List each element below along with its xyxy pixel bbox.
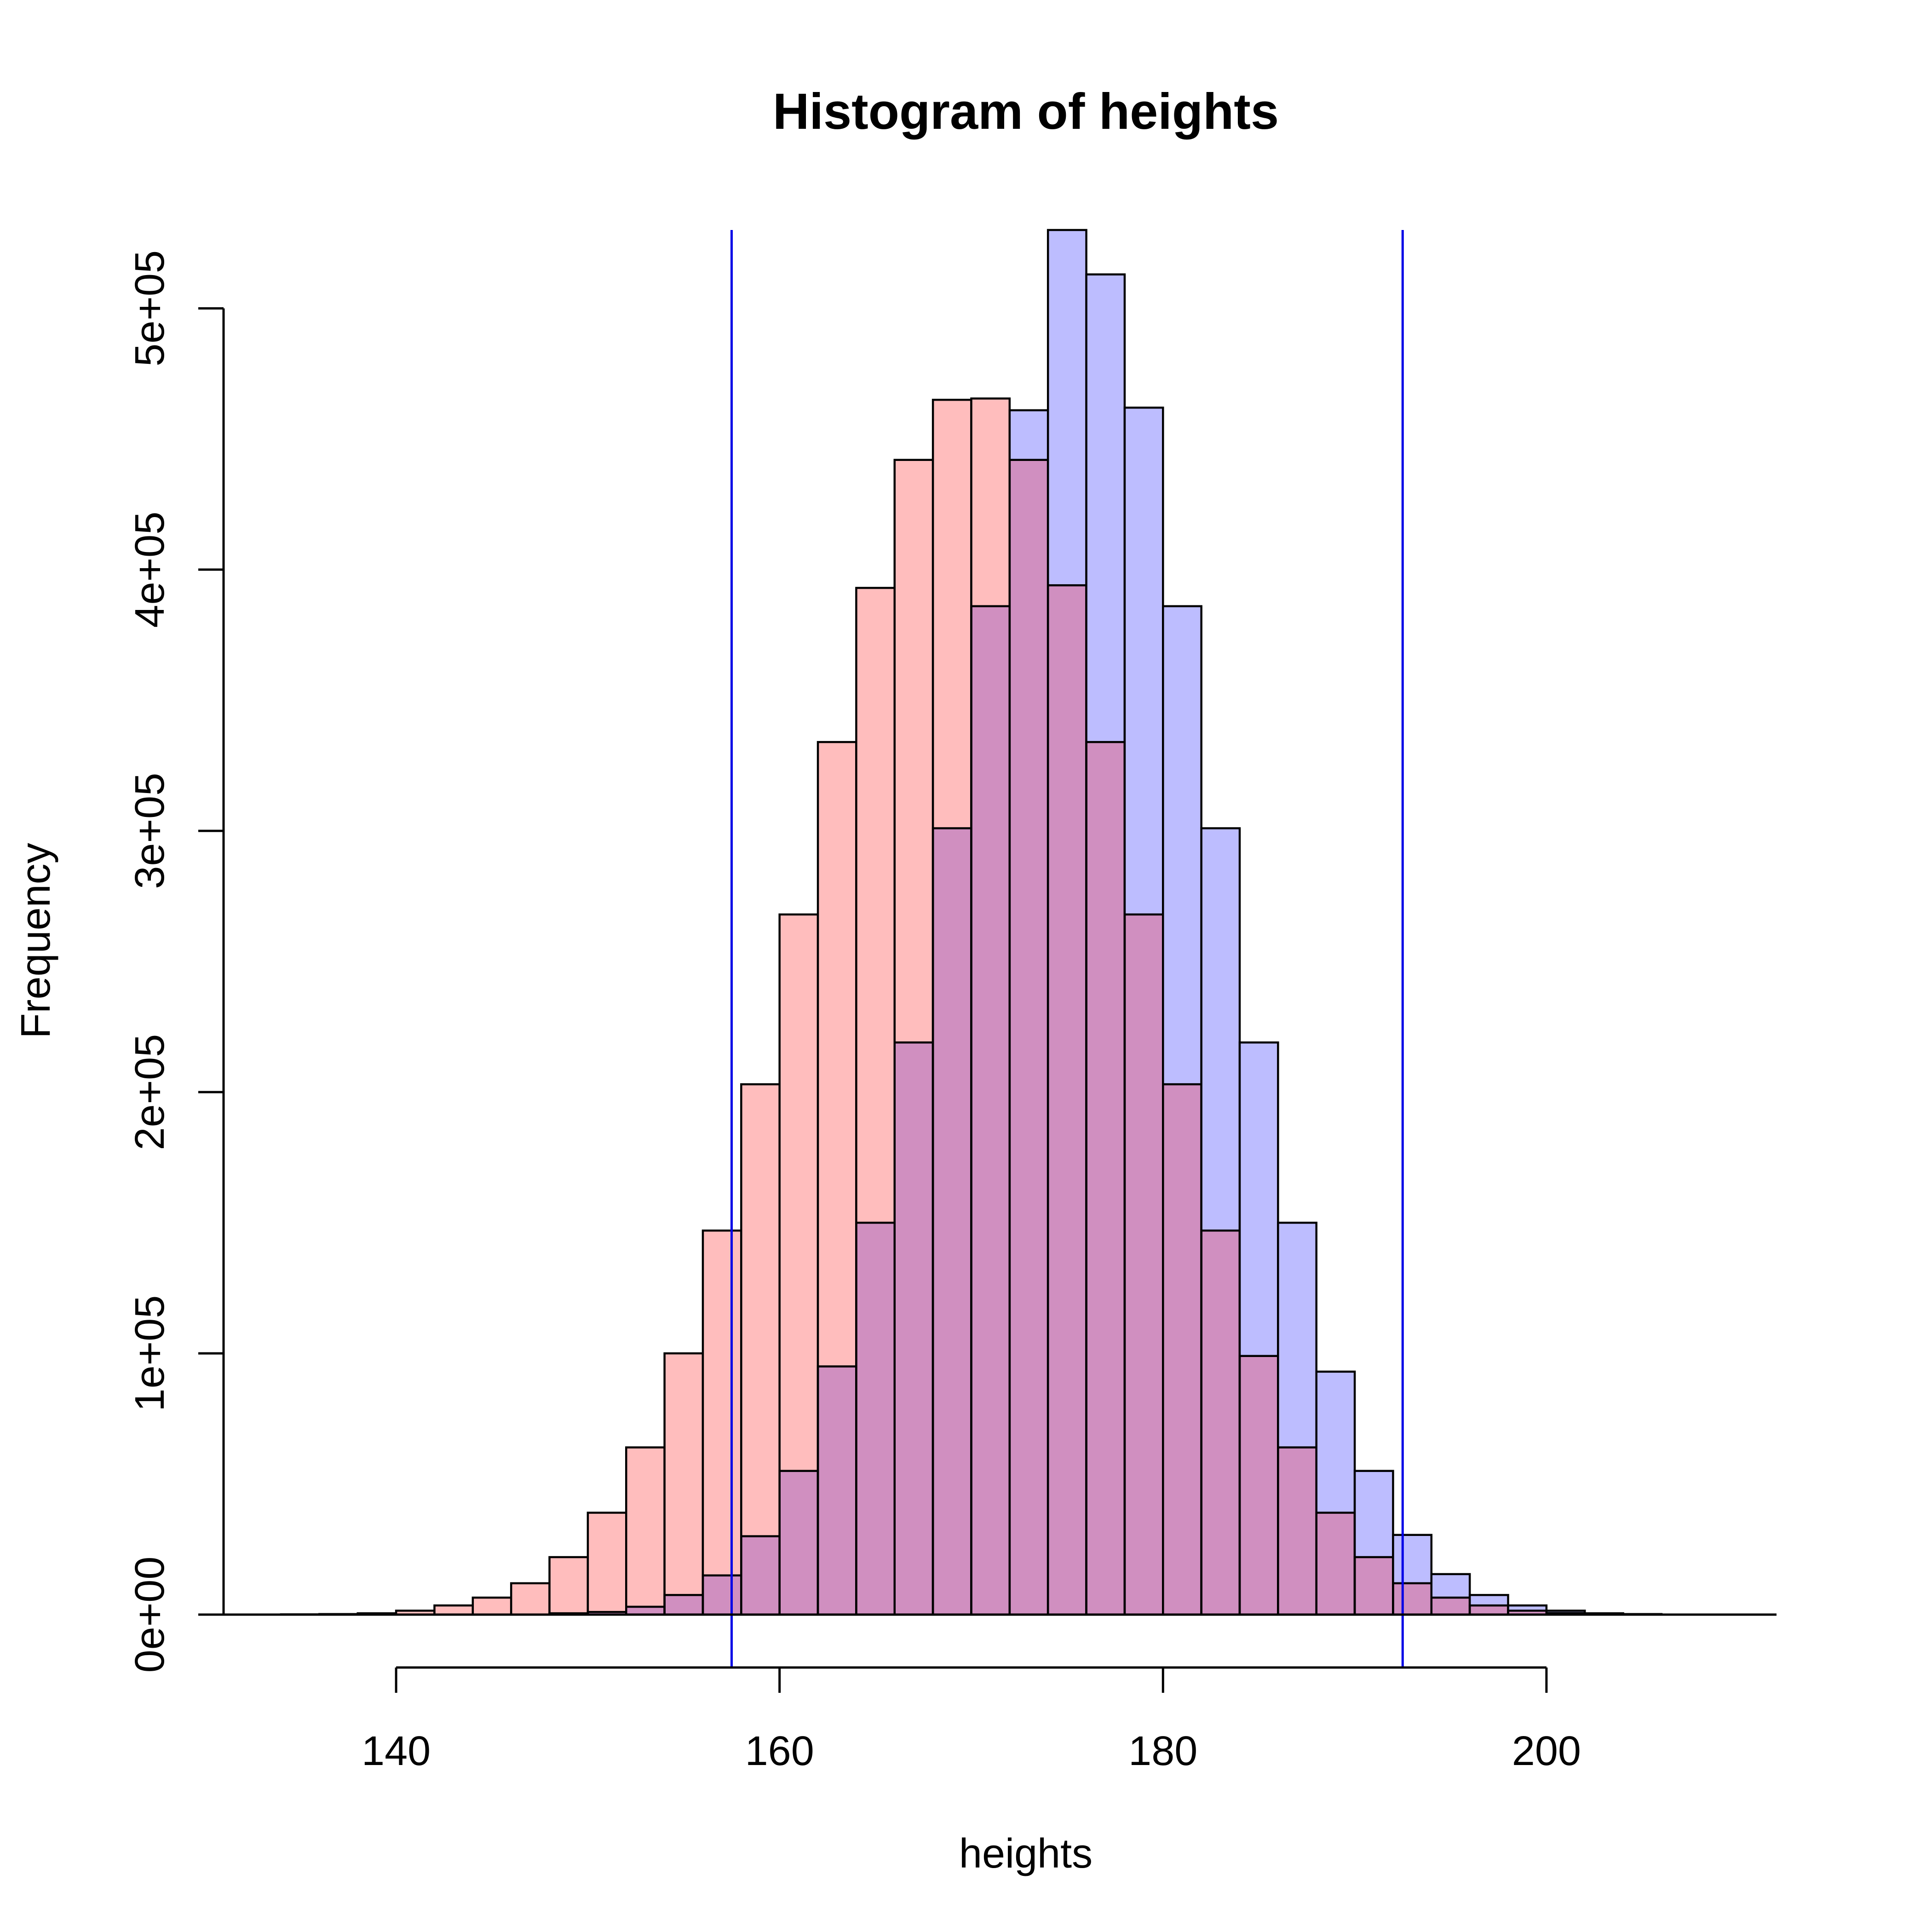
y-tick-label-0: 0e+00	[127, 1557, 173, 1673]
x-tick-label-3: 200	[1512, 1728, 1581, 1774]
y-tick-label-3: 3e+05	[127, 773, 173, 889]
bar-top-bin-160	[779, 914, 818, 1471]
bar-top-bin-180	[1163, 606, 1202, 1085]
bar-top-bin-198	[1508, 1605, 1547, 1611]
bar-top-bin-176	[1086, 274, 1125, 742]
y-axis-title: Frequency	[13, 843, 59, 1038]
bar-top-bin-144	[472, 1598, 512, 1615]
bar-top-bin-178	[1124, 408, 1163, 914]
bar-overlap-bin-152	[626, 1606, 665, 1615]
bar-overlap-bin-196	[1470, 1605, 1508, 1615]
bar-overlap-bin-158	[741, 1536, 780, 1615]
bar-top-bin-158	[741, 1084, 780, 1536]
bar-top-bin-148	[549, 1557, 588, 1614]
bar-overlap-bin-198	[1508, 1610, 1547, 1615]
bar-overlap-bin-184	[1239, 1356, 1278, 1615]
x-tick-label-2: 180	[1128, 1728, 1197, 1774]
y-tick-label-4: 4e+05	[127, 512, 173, 628]
bar-top-bin-150	[587, 1512, 627, 1612]
bar-top-bin-154	[664, 1353, 703, 1595]
bar-overlap-bin-190	[1355, 1557, 1393, 1615]
bar-overlap-bin-154	[664, 1595, 703, 1615]
axes-group: 0e+00 1e+05 2e+05 3e+05 4e+05 5e+05 140 160 180 2…	[127, 250, 1777, 1774]
chart-title: Histogram of heights	[773, 83, 1279, 140]
x-tick-label-1: 160	[745, 1728, 814, 1774]
bar-top-bin-194	[1431, 1574, 1470, 1598]
bar-overlap-bin-194	[1431, 1598, 1470, 1615]
bar-top-bin-164	[856, 588, 895, 1223]
bar-overlap-bin-172	[1009, 460, 1048, 1615]
bar-top-bin-146	[511, 1583, 550, 1615]
y-tick-label-5: 5e+05	[127, 250, 173, 367]
bar-top-bin-186	[1278, 1223, 1317, 1448]
bar-top-bin-170	[971, 398, 1010, 606]
x-axis-title: heights	[959, 1831, 1092, 1877]
bar-overlap-bin-176	[1086, 742, 1125, 1615]
bar-top-bin-190	[1355, 1471, 1393, 1558]
bar-top-bin-140	[396, 1610, 435, 1615]
bar-top-bin-188	[1316, 1371, 1355, 1513]
bar-overlap-bin-174	[1048, 585, 1087, 1615]
bar-top-bin-142	[434, 1605, 473, 1615]
y-tick-label-1: 1e+05	[127, 1295, 173, 1412]
bar-top-bin-162	[818, 742, 857, 1367]
bar-overlap-bin-156	[702, 1575, 742, 1615]
bar-top-bin-184	[1239, 1042, 1278, 1356]
bar-overlap-bin-192	[1393, 1583, 1432, 1615]
bar-overlap-bin-160	[779, 1471, 818, 1615]
bar-overlap-bin-182	[1201, 1230, 1240, 1615]
bar-top-bin-152	[626, 1447, 665, 1607]
x-tick-label-0: 140	[362, 1728, 431, 1774]
bar-top-bin-156	[702, 1230, 742, 1576]
bar-overlap-bin-150	[587, 1612, 627, 1615]
bar-overlap-bin-178	[1124, 914, 1163, 1615]
bar-top-bin-182	[1201, 828, 1240, 1231]
bar-top-bin-174	[1048, 230, 1087, 586]
bar-overlap-bin-168	[933, 828, 972, 1615]
reference-lines	[730, 230, 1404, 1668]
bar-overlap-bin-164	[856, 1223, 895, 1615]
bar-top-bin-166	[894, 460, 933, 1043]
bar-top-bin-192	[1393, 1535, 1432, 1583]
bar-top-bin-168	[933, 400, 972, 828]
bar-top-bin-200	[1546, 1610, 1585, 1613]
bar-overlap-bin-180	[1163, 1084, 1202, 1615]
bar-top-bin-196	[1470, 1595, 1508, 1606]
bar-overlap-bin-162	[818, 1366, 857, 1615]
bar-overlap-bin-188	[1316, 1512, 1355, 1615]
bar-top-bin-172	[1009, 410, 1048, 460]
bar-overlap-bin-166	[894, 1042, 933, 1615]
bar-overlap-bin-186	[1278, 1447, 1317, 1615]
bars-group	[280, 229, 1700, 1616]
bar-overlap-bin-170	[971, 606, 1010, 1615]
y-tick-label-2: 2e+05	[127, 1034, 173, 1150]
